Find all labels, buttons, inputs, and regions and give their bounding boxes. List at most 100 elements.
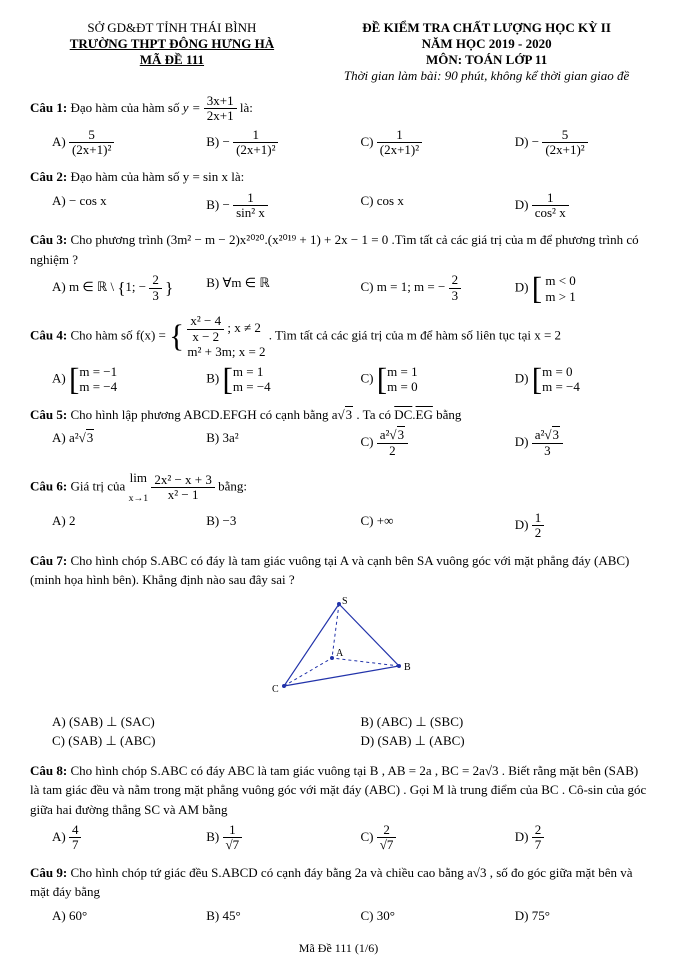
- q5-c-na: a²: [380, 427, 390, 442]
- q2-a: − cos x: [69, 193, 107, 208]
- q2-d-d: cos² x: [532, 206, 569, 220]
- q4-c1n: x² − 4: [187, 314, 224, 329]
- school-line: TRƯỜNG THPT ĐÔNG HƯNG HÀ: [30, 36, 314, 52]
- q5-label: Câu 5:: [30, 407, 67, 422]
- q9-d: 75°: [532, 908, 550, 923]
- question-3: Câu 3: Cho phương trình (3m² − m − 2)x²⁰…: [30, 230, 647, 304]
- q6-text1: Giá trị của: [70, 478, 128, 493]
- q5-b: 3a²: [223, 430, 239, 445]
- q6-limsub: x→1: [129, 493, 149, 504]
- q1-frac: 3x+1 2x+1: [204, 94, 237, 124]
- q6-text2: bằng:: [218, 478, 247, 493]
- q5-a-rad: 3: [86, 429, 95, 445]
- q8-opt-a: A) 47: [30, 823, 184, 853]
- exam-title: ĐỀ KIỂM TRA CHẤT LƯỢNG HỌC KỲ II: [326, 20, 647, 36]
- q4-label: Câu 4:: [30, 328, 67, 343]
- q4-opt-c: C) [ m = 1 m = 0: [339, 364, 493, 395]
- q2-c: cos x: [377, 193, 404, 208]
- q5-opt-b: B) 3a²: [184, 428, 338, 458]
- q8-d-n: 2: [532, 823, 545, 838]
- q3-opt-b: B) ∀m ∈ ℝ: [184, 273, 338, 304]
- q3-a-set: 1; −: [125, 279, 146, 294]
- q6-d-d: 2: [532, 526, 545, 540]
- q1-frac-d: 2x+1: [204, 109, 237, 123]
- svg-label-a: A: [336, 648, 344, 659]
- q1-c-d: (2x+1)²: [377, 143, 422, 157]
- q5-vec2: EG: [416, 407, 433, 422]
- q9-opt-c: C) 30°: [339, 906, 493, 926]
- q1-opt-a: A) 5 (2x+1)²: [30, 128, 184, 158]
- q5-text3: bằng: [436, 407, 461, 422]
- q6-opt-c: C) +∞: [339, 511, 493, 541]
- q6-opt-d: D) 12: [493, 511, 647, 541]
- q9-c: 30°: [377, 908, 395, 923]
- q8-a-n: 4: [69, 823, 82, 838]
- q4-opt-a: A) [ m = −1 m = −4: [30, 364, 184, 395]
- q1-b-pref: −: [223, 133, 234, 148]
- q5-rad: 3: [345, 406, 354, 422]
- q9-label: Câu 9:: [30, 865, 67, 880]
- dept-line: SỞ GD&ĐT TỈNH THÁI BÌNH: [30, 20, 314, 36]
- q1-d-pref: −: [532, 133, 543, 148]
- q8-a-d: 7: [69, 838, 82, 852]
- header-right: ĐỀ KIỂM TRA CHẤT LƯỢNG HỌC KỲ II NĂM HỌC…: [326, 20, 647, 84]
- q2-text: Đạo hàm của hàm số y = sin x là:: [70, 169, 244, 184]
- question-7: Câu 7: Cho hình chóp S.ABC có đáy là tam…: [30, 551, 647, 751]
- q4-c1cond: ; x ≠ 2: [227, 320, 261, 335]
- q8-b-d: √7: [223, 838, 243, 852]
- q2-opt-c: C) cos x: [339, 191, 493, 221]
- exam-code: MÃ ĐỀ 111: [30, 52, 314, 68]
- svg-label-s: S: [342, 596, 348, 607]
- q6-opt-a: A) 2: [30, 511, 184, 541]
- q1-d-n: 5: [542, 128, 587, 143]
- q5-c-d: 2: [377, 444, 408, 458]
- q1-opt-d: D) − 5 (2x+1)²: [493, 128, 647, 158]
- q9-opt-a: A) 60°: [30, 906, 184, 926]
- q1-frac-n: 3x+1: [204, 94, 237, 109]
- q4-opt-b: B) [ m = 1 m = −4: [184, 364, 338, 395]
- q4-d-r2: m = −4: [542, 379, 580, 395]
- q3-expr: (3m² − m − 2)x²⁰²⁰.(x²⁰¹⁹ + 1) + 2x − 1 …: [166, 232, 388, 247]
- q2-b-pref: −: [223, 196, 234, 211]
- q3-opt-a: A) m ∈ ℝ \ {1; − 23 }: [30, 273, 184, 304]
- q2-opt-b: B) − 1 sin² x: [184, 191, 338, 221]
- q5-opt-a: A) a²3: [30, 428, 184, 458]
- q4-text2: . Tìm tất cả các giá trị của m để hàm số…: [269, 328, 561, 343]
- q7-text: Cho hình chóp S.ABC có đáy là tam giác v…: [30, 553, 629, 588]
- question-6: Câu 6: Giá trị của lim x→1 2x² − x + 3 x…: [30, 468, 647, 541]
- q8-opt-b: B) 1√7: [184, 823, 338, 853]
- q7-opt-c: C) (SAB) ⊥ (ABC): [30, 731, 339, 751]
- q7-a: (SAB) ⊥ (SAC): [69, 714, 155, 729]
- q2-opt-d: D) 1 cos² x: [493, 191, 647, 221]
- q7-c: (SAB) ⊥ (ABC): [68, 733, 155, 748]
- question-2: Câu 2: Đạo hàm của hàm số y = sin x là: …: [30, 167, 647, 220]
- q8-opt-d: D) 27: [493, 823, 647, 853]
- q4-text1: Cho hàm số f(x) =: [70, 328, 169, 343]
- q7-figure: S A B C: [30, 596, 647, 706]
- q1-label: Câu 1:: [30, 100, 67, 115]
- q5-c-nrad: 3: [397, 426, 406, 442]
- q5-d-nrad: 3: [552, 426, 561, 442]
- q5-text2: . Ta có: [356, 407, 394, 422]
- q1-text2: là:: [240, 100, 253, 115]
- q5-text1: Cho hình lập phương ABCD.EFGH có cạnh bằ…: [70, 407, 337, 422]
- q3-b: ∀m ∈ ℝ: [223, 275, 270, 290]
- q8-c-n: 2: [377, 823, 397, 838]
- pyramid-icon: S A B C: [264, 596, 414, 706]
- q5-vec1: DC: [394, 407, 412, 422]
- q5-d-d: 3: [532, 444, 563, 458]
- q1-c-n: 1: [377, 128, 422, 143]
- svg-label-b: B: [404, 662, 411, 673]
- q8-opt-c: C) 2√7: [339, 823, 493, 853]
- q7-opt-a: A) (SAB) ⊥ (SAC): [30, 712, 339, 732]
- q5-opt-c: C) a²3 2: [339, 428, 493, 458]
- q2-d-n: 1: [532, 191, 569, 206]
- q6-opt-b: B) −3: [184, 511, 338, 541]
- q7-opt-b: B) (ABC) ⊥ (SBC): [339, 712, 648, 732]
- q4-c2: m² + 3m; x = 2: [187, 344, 265, 360]
- q6-a: 2: [69, 513, 76, 528]
- q4-d-r1: m = 0: [542, 364, 580, 380]
- q3-opt-c: C) m = 1; m = − 23: [339, 273, 493, 304]
- q4-b-r1: m = 1: [233, 364, 271, 380]
- q6-d-n: 1: [532, 511, 545, 526]
